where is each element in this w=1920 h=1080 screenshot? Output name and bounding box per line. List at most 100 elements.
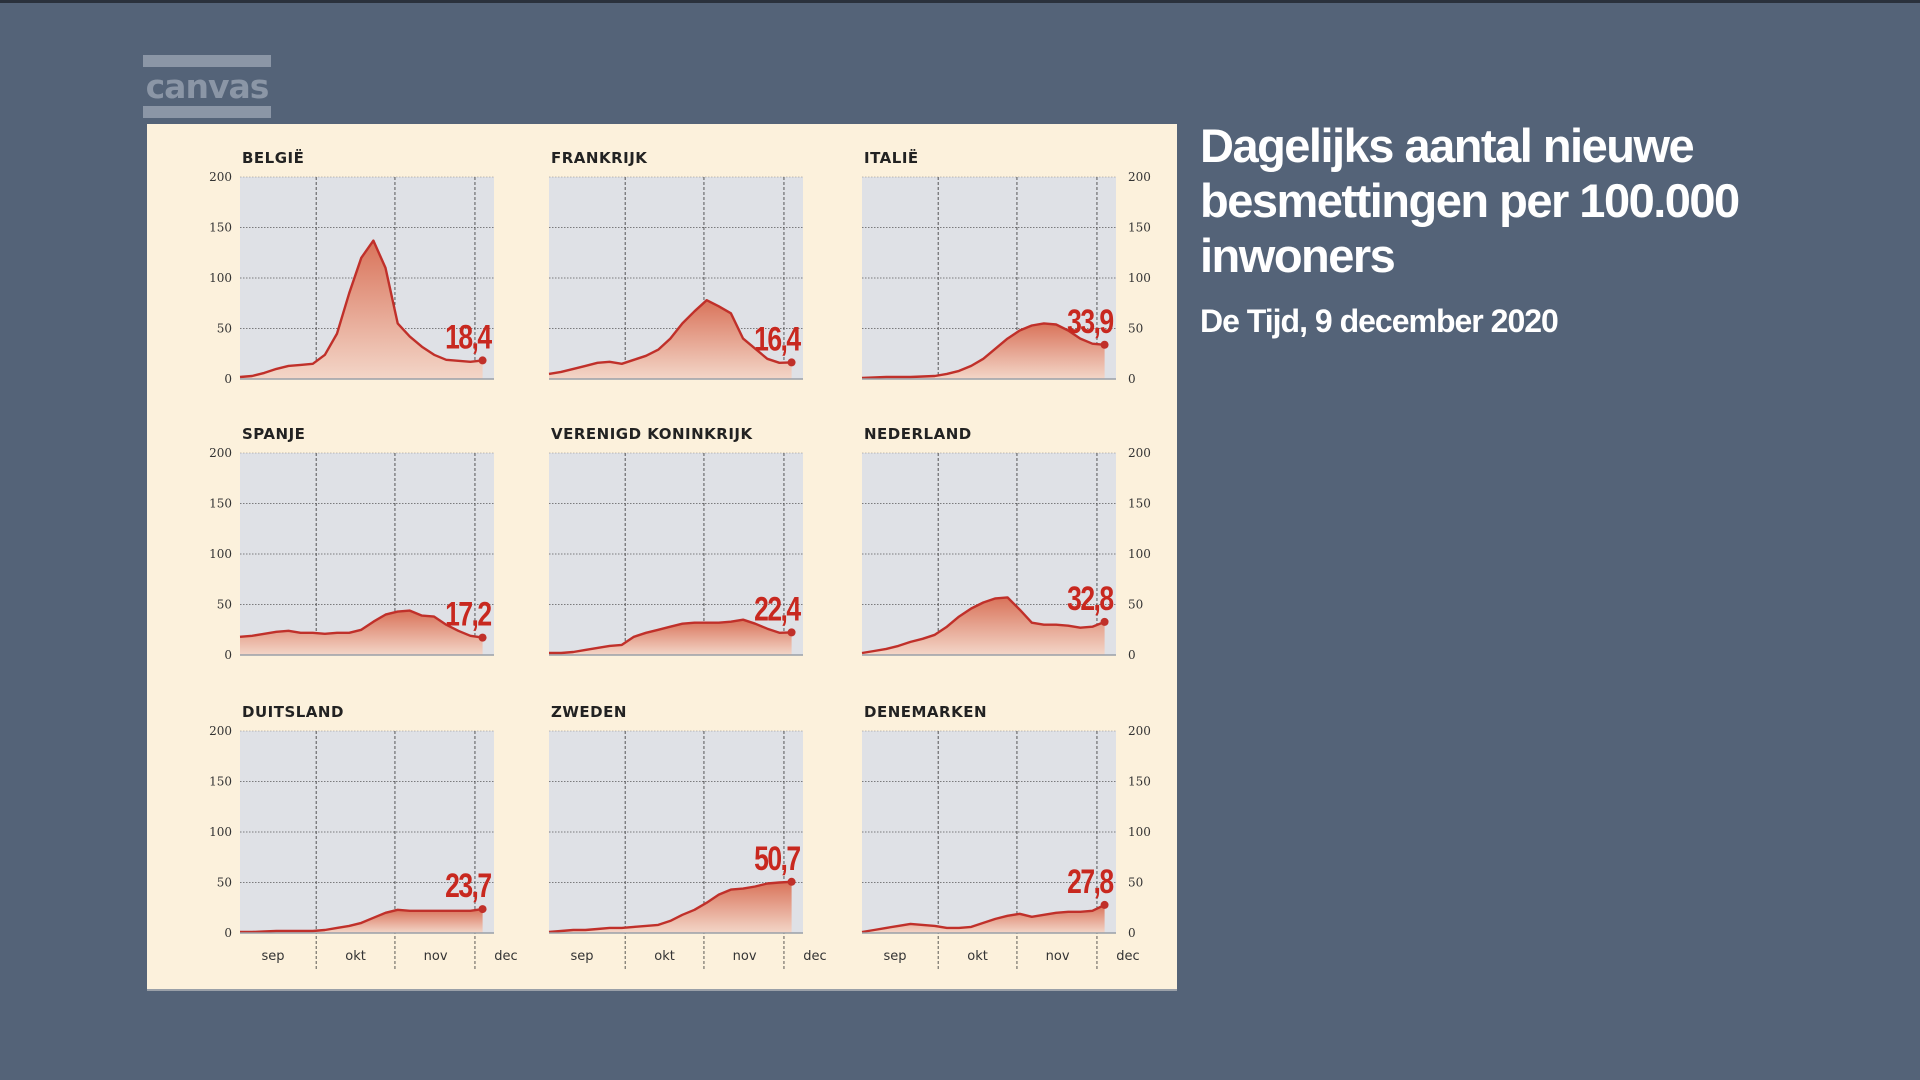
y-tick-label: 50 [217,322,232,336]
chart-svg: SPANJE 0 50 100 150 200 17,2 [209,425,494,662]
x-tick-label: okt [654,949,675,964]
series-area [240,909,483,933]
chart-svg: NEDERLAND 0 50 100 150 200 32,8 [861,425,1151,662]
chart-svg: ITALIË 0 50 100 150 200 33,9 [861,148,1151,386]
series-area [549,881,792,933]
y-tick-label: 150 [209,775,232,789]
series-area [862,323,1105,379]
y-tick-label: 200 [209,724,232,738]
final-value-label: 27,8 [1067,863,1114,901]
x-tick-label: dec [803,949,826,964]
y-tick-label: 0 [224,926,232,940]
country-chart: DENEMARKEN 0 50 100 150 200 sep okt nov dec 27,8 [802,691,1186,1018]
y-tick-label: 0 [1128,926,1136,940]
x-tick-label: nov [424,949,448,964]
end-point-marker [478,633,487,642]
y-tick-label: 200 [209,170,232,184]
series-area [862,597,1105,655]
chart-title: VERENIGD KONINKRIJK [551,425,753,443]
series-line [548,880,792,934]
x-tick-label: dec [1116,949,1139,964]
logo-text: canvas [145,67,270,106]
y-tick-label: 100 [1128,547,1151,561]
y-tick-label: 100 [1128,271,1151,285]
end-point-marker [1100,900,1109,909]
chart-svg: DENEMARKEN 0 50 100 150 200 sep okt nov dec 27,8 [861,703,1151,971]
country-chart: BELGIË 0 50 100 150 200 18,4 [180,137,564,464]
y-tick-label: 100 [1128,825,1151,839]
end-point-marker [478,356,487,365]
series-line [548,299,792,376]
chart-title: FRANKRIJK [551,149,648,167]
y-tick-label: 100 [209,271,232,285]
y-tick-label: 150 [1128,221,1151,235]
end-point-marker [787,877,796,886]
source-caption: De Tijd, 9 december 2020 [1200,303,1559,339]
y-tick-label: 150 [209,497,232,511]
end-point-marker [478,905,487,914]
y-tick-label: 150 [1128,775,1151,789]
chart-svg: FRANKRIJK 16,4 [548,149,803,380]
y-tick-label: 150 [1128,497,1151,511]
y-tick-label: 50 [1128,322,1143,336]
country-chart: SPANJE 0 50 100 150 200 17,2 [180,413,564,740]
end-point-marker [1100,340,1109,349]
chart-svg: VERENIGD KONINKRIJK 22,4 [549,425,803,656]
series-line [549,618,792,655]
country-chart: NEDERLAND 0 50 100 150 200 32,8 [802,413,1186,740]
x-tick-label: sep [884,949,907,964]
chart-title: DUITSLAND [242,703,344,721]
y-tick-label: 100 [209,825,232,839]
series-line [861,596,1106,655]
country-chart: VERENIGD KONINKRIJK 22,4 [489,413,873,740]
y-tick-label: 200 [1128,724,1151,738]
chart-title: BELGIË [242,148,304,167]
chart-svg: ZWEDEN sep okt nov dec 50,7 [548,703,827,971]
final-value-label: 50,7 [754,840,800,878]
chart-svg: BELGIË 0 50 100 150 200 18,4 [209,148,494,386]
y-tick-label: 50 [1128,598,1143,612]
final-value-label: 33,9 [1067,303,1113,341]
end-point-marker [1100,617,1109,626]
country-chart: FRANKRIJK 16,4 [489,137,873,464]
y-tick-label: 150 [209,221,232,235]
x-tick-label: nov [1046,949,1070,964]
x-tick-label: okt [345,949,366,964]
chart-title: ZWEDEN [551,703,627,721]
y-tick-label: 0 [224,372,232,386]
chart-title: ITALIË [864,148,919,167]
series-line [240,907,483,934]
y-tick-label: 0 [1128,372,1136,386]
final-value-label: 16,4 [754,320,801,358]
y-tick-label: 100 [209,547,232,561]
logo-bar-bottom [143,106,271,118]
final-value-label: 22,4 [754,590,801,628]
x-tick-label: sep [571,949,594,964]
final-value-label: 32,8 [1067,580,1114,618]
series-line [239,609,483,639]
x-tick-label: okt [967,949,988,964]
y-tick-label: 50 [217,876,232,890]
series-line [861,322,1105,380]
country-chart: ZWEDEN sep okt nov dec 50,7 [489,691,873,1018]
series-area [240,240,483,379]
chart-title: NEDERLAND [864,425,972,443]
y-tick-label: 0 [224,648,232,662]
chart-title: SPANJE [242,425,305,443]
end-point-marker [787,628,796,637]
top-border [0,0,1920,3]
final-value-label: 23,7 [445,867,491,905]
x-tick-label: dec [494,949,517,964]
country-chart: DUITSLAND 0 50 100 150 200 sep okt nov dec 23,7 [180,691,564,1018]
series-line [861,903,1106,934]
y-tick-label: 200 [1128,170,1151,184]
country-chart: ITALIË 0 50 100 150 200 33,9 [802,137,1186,464]
y-tick-label: 50 [217,598,232,612]
final-value-label: 18,4 [445,318,492,356]
y-tick-label: 50 [1128,876,1143,890]
final-value-label: 17,2 [445,596,491,634]
series-area [240,610,483,655]
title-block: Dagelijks aantal nieuwe besmettingen per… [1200,118,1880,340]
series-line [239,239,483,379]
logo-bar-top [143,55,271,67]
